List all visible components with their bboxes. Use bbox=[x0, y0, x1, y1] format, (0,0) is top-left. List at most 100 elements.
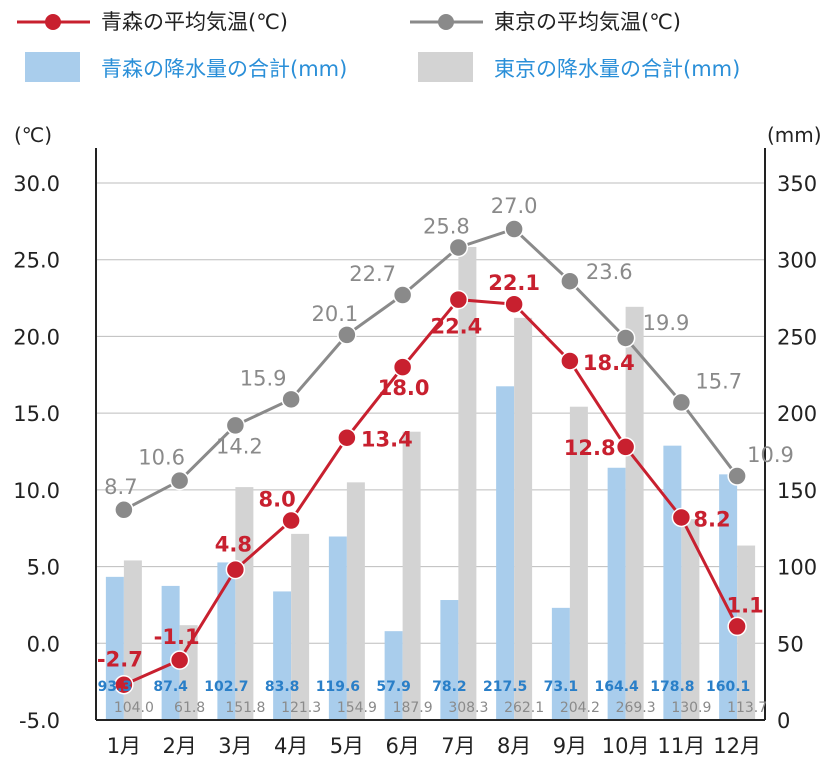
data-label-tokyo-temp: 15.9 bbox=[240, 366, 287, 390]
x-axis-tick-label: 6月 bbox=[385, 734, 419, 758]
bar-tokyo-rain bbox=[681, 519, 700, 720]
right-axis-tick-label: 50 bbox=[777, 632, 804, 656]
x-axis-tick-label: 10月 bbox=[602, 734, 650, 758]
bar-tokyo-rain bbox=[179, 625, 198, 720]
lines-layer bbox=[114, 219, 747, 695]
data-label-aomori-temp: 18.4 bbox=[583, 351, 635, 375]
right-axis-tick-label: 350 bbox=[777, 172, 817, 196]
legend-item-tokyo-temp: 東京の平均気温(℃) bbox=[410, 10, 681, 34]
data-label-tokyo-temp: 14.2 bbox=[216, 434, 263, 458]
point-aomori-temp bbox=[281, 510, 301, 531]
data-label-aomori-temp: -1.1 bbox=[154, 625, 200, 649]
point-aomori-temp bbox=[671, 507, 692, 528]
data-label-tokyo-rain: 262.1 bbox=[504, 700, 544, 716]
bar-tokyo-rain bbox=[291, 533, 310, 720]
point-aomori-temp bbox=[448, 289, 469, 310]
point-aomori-temp bbox=[615, 437, 636, 457]
x-axis-tick-label: 9月 bbox=[553, 734, 587, 758]
data-label-tokyo-temp: 10.9 bbox=[747, 443, 794, 467]
data-label-aomori-temp: 4.8 bbox=[215, 533, 252, 557]
point-aomori-temp bbox=[560, 351, 580, 371]
bar-tokyo-rain bbox=[402, 431, 421, 720]
bars-layer bbox=[105, 246, 756, 720]
left-axis-tick-label: 25.0 bbox=[13, 249, 60, 273]
data-label-aomori-temp: 13.4 bbox=[361, 428, 413, 452]
bar-aomori-rain bbox=[551, 607, 570, 720]
x-axis-tick-label: 8月 bbox=[497, 734, 531, 758]
data-label-aomori-temp: 18.0 bbox=[378, 376, 430, 400]
point-aomori-temp bbox=[504, 294, 524, 314]
x-axis-tick-label: 1月 bbox=[107, 734, 141, 758]
data-label-tokyo-temp: 23.6 bbox=[586, 260, 633, 284]
legend-item-tokyo-rain: 東京の降水量の合計(mm) bbox=[418, 52, 740, 82]
point-aomori-temp bbox=[392, 357, 413, 377]
data-label-tokyo-rain: 308.3 bbox=[448, 700, 488, 716]
data-label-aomori-rain: 164.4 bbox=[594, 679, 639, 695]
point-tokyo-temp bbox=[225, 415, 246, 436]
legend-marker-tokyo-temp bbox=[438, 14, 454, 30]
line-aomori-temp bbox=[123, 298, 739, 687]
left-axis-tick-label: 15.0 bbox=[13, 402, 60, 426]
data-label-aomori-rain: 93.3 bbox=[98, 679, 133, 695]
right-axis-tick-label: 100 bbox=[777, 556, 817, 580]
point-tokyo-temp bbox=[281, 389, 301, 410]
data-label-aomori-temp: 22.4 bbox=[430, 315, 482, 339]
left-axis-tick-label: 20.0 bbox=[13, 325, 60, 349]
point-tokyo-temp bbox=[504, 219, 524, 239]
bar-aomori-rain bbox=[607, 467, 626, 720]
data-label-aomori-rain: 57.9 bbox=[376, 679, 411, 695]
bar-tokyo-rain bbox=[235, 487, 254, 720]
bar-aomori-rain bbox=[440, 600, 459, 720]
data-label-tokyo-rain: 187.9 bbox=[393, 700, 433, 716]
bar-tokyo-rain bbox=[569, 406, 588, 720]
legend-label-tokyo-temp: 東京の平均気温(℃) bbox=[494, 10, 681, 34]
data-label-tokyo-temp: 27.0 bbox=[491, 194, 538, 218]
data-label-aomori-temp: 1.1 bbox=[727, 593, 764, 617]
bar-tokyo-rain bbox=[514, 317, 533, 720]
right-axis-tick-label: 300 bbox=[777, 249, 817, 273]
data-label-tokyo-temp: 22.7 bbox=[349, 262, 396, 286]
bar-tokyo-rain bbox=[123, 560, 142, 720]
point-aomori-temp bbox=[169, 650, 190, 670]
data-label-aomori-rain: 217.5 bbox=[483, 679, 527, 695]
labels-layer: 8.710.6 14.2 15.9 20.1 22.7 25.8 27.0 23.6 19.9 1… bbox=[97, 194, 794, 716]
bar-tokyo-rain bbox=[737, 545, 756, 720]
legend: 青森の平均気温(℃) 東京の平均気温(℃) 青森の降水量の合計(mm) 東京の降… bbox=[17, 10, 740, 82]
point-aomori-temp bbox=[337, 427, 357, 448]
data-label-tokyo-rain: 130.9 bbox=[671, 700, 711, 716]
left-axis-tick-label: 10.0 bbox=[13, 479, 60, 503]
data-label-aomori-rain: 73.1 bbox=[544, 679, 579, 695]
data-label-aomori-rain: 83.8 bbox=[265, 679, 300, 695]
bar-tokyo-rain bbox=[625, 306, 644, 720]
right-axis-unit-label: (mm) bbox=[767, 123, 822, 147]
data-label-aomori-rain: 178.8 bbox=[650, 679, 694, 695]
right-axis-tick-label: 250 bbox=[777, 325, 817, 349]
data-label-tokyo-temp: 20.1 bbox=[311, 302, 358, 326]
legend-label-aomori-temp: 青森の平均気温(℃) bbox=[101, 10, 288, 34]
data-label-tokyo-rain: 121.3 bbox=[281, 700, 321, 716]
data-label-tokyo-temp: 15.7 bbox=[695, 369, 742, 393]
bar-aomori-rain bbox=[719, 474, 738, 720]
axes-layer: 30.0 350 25.0 300 20.0 250 15.0 200 10.0 150 5.0 10… bbox=[13, 148, 817, 758]
x-axis-tick-label: 7月 bbox=[441, 734, 475, 758]
data-label-tokyo-rain: 61.8 bbox=[174, 700, 205, 716]
left-axis-tick-label: 0.0 bbox=[27, 632, 60, 656]
bar-aomori-rain bbox=[161, 585, 180, 720]
data-label-tokyo-temp: 10.6 bbox=[138, 446, 185, 470]
bar-aomori-rain bbox=[384, 631, 403, 720]
data-label-aomori-temp: -2.7 bbox=[97, 648, 143, 672]
bar-aomori-rain bbox=[496, 386, 515, 720]
x-axis-tick-label: 5月 bbox=[330, 734, 364, 758]
data-label-aomori-rain: 87.4 bbox=[153, 679, 188, 695]
right-axis-tick-label: 150 bbox=[777, 479, 817, 503]
legend-label-tokyo-rain: 東京の降水量の合計(mm) bbox=[494, 57, 740, 81]
data-label-aomori-temp: 8.2 bbox=[693, 507, 730, 531]
data-label-tokyo-rain: 154.9 bbox=[337, 700, 377, 716]
point-tokyo-temp bbox=[727, 466, 747, 486]
point-aomori-temp bbox=[114, 674, 134, 695]
point-tokyo-temp bbox=[337, 325, 357, 345]
point-tokyo-temp bbox=[392, 285, 413, 305]
line-tokyo-temp bbox=[123, 227, 739, 512]
